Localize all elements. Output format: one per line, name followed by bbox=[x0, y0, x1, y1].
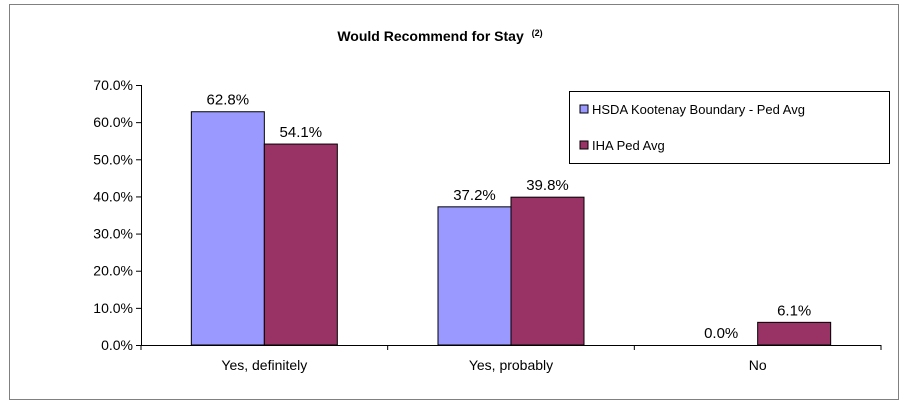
x-tick-label: Yes, probably bbox=[469, 357, 553, 373]
y-tick-label: 0.0% bbox=[101, 337, 133, 353]
legend-label-1: HSDA Kootenay Boundary - Ped Avg bbox=[592, 102, 805, 117]
data-label: 0.0% bbox=[704, 325, 738, 342]
y-tick-label: 10.0% bbox=[93, 300, 133, 316]
data-labels: 62.8% 54.1% 37.2% 39.8% 0.0% 6.1% bbox=[207, 92, 812, 342]
legend-swatch-1 bbox=[579, 104, 589, 114]
chart-title-superscript: (2) bbox=[532, 28, 543, 38]
y-tick-label: 70.0% bbox=[93, 77, 133, 93]
chart-title: Would Recommend for Stay (2) bbox=[337, 28, 542, 44]
legend-swatch-2 bbox=[579, 140, 589, 150]
bar-2 bbox=[510, 196, 585, 346]
chart-title-text: Would Recommend for Stay bbox=[337, 28, 524, 44]
y-tick-label: 50.0% bbox=[93, 151, 133, 167]
data-label: 37.2% bbox=[453, 187, 496, 204]
bar-1 bbox=[190, 111, 265, 346]
x-axis-ticks: Yes, definitely Yes, probably No bbox=[140, 345, 882, 373]
legend-label-2: IHA Ped Avg bbox=[592, 138, 665, 153]
y-tick-label: 30.0% bbox=[93, 226, 133, 242]
y-tick-label: 20.0% bbox=[93, 263, 133, 279]
bars bbox=[190, 111, 832, 346]
x-tick-label: No bbox=[749, 357, 767, 373]
data-label: 39.8% bbox=[526, 177, 569, 194]
bar-2 bbox=[757, 321, 832, 346]
bar-1 bbox=[437, 206, 512, 346]
bar-2 bbox=[263, 143, 338, 346]
legend-box bbox=[569, 91, 890, 164]
data-label: 62.8% bbox=[207, 92, 250, 109]
x-tick-label: Yes, definitely bbox=[221, 357, 307, 373]
y-axis-ticks: 0.0% 10.0% 20.0% 30.0% 40.0% 50.0% 60.0% 70.0% bbox=[93, 77, 141, 353]
legend: HSDA Kootenay Boundary - Ped Avg IHA Ped … bbox=[569, 91, 890, 164]
data-label: 6.1% bbox=[777, 302, 811, 319]
y-tick-label: 40.0% bbox=[93, 188, 133, 204]
y-tick-label: 60.0% bbox=[93, 114, 133, 130]
data-label: 54.1% bbox=[280, 124, 323, 141]
